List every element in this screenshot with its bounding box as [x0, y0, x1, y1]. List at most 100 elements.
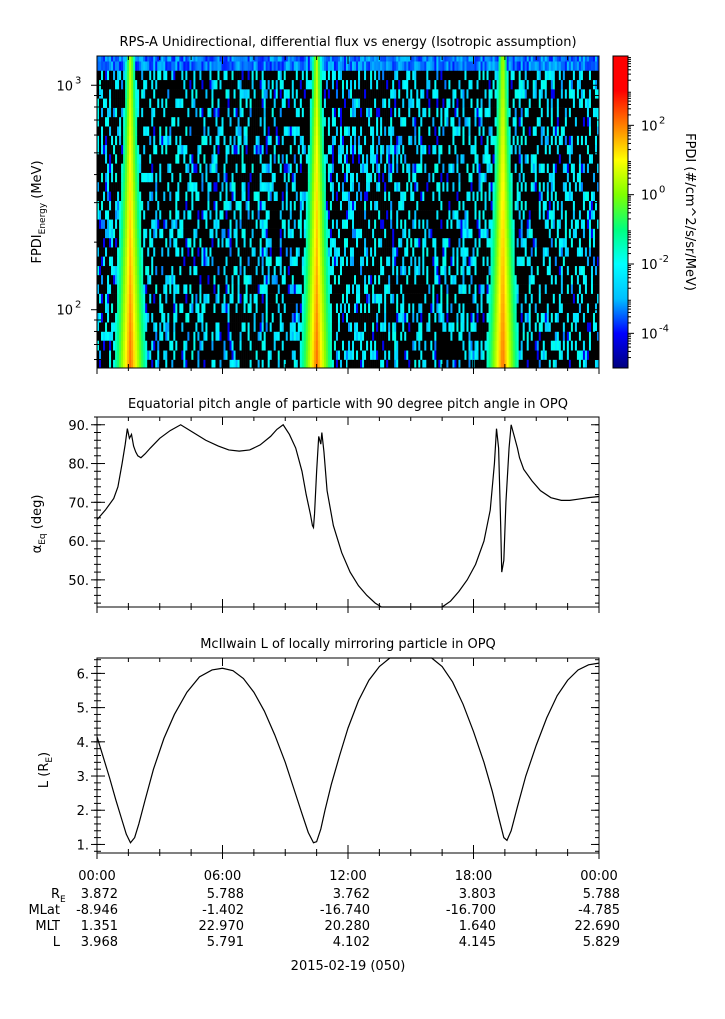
- spectrogram-cell: [297, 274, 301, 285]
- spectrogram-cell: [482, 210, 485, 220]
- spectrogram-cell: [205, 303, 208, 313]
- spectrogram-cell: [269, 284, 272, 294]
- spectrogram-cell: [526, 293, 530, 304]
- spectrogram-cell: [542, 322, 546, 332]
- spectrogram-cell: [297, 200, 301, 211]
- spectrogram-cell: [295, 181, 299, 192]
- spectrogram-cell: [506, 303, 509, 313]
- spectrogram-cell: [273, 200, 277, 211]
- spectrogram-cell: [299, 350, 303, 360]
- spectrogram-cell: [516, 200, 519, 211]
- spectrogram-cell: [432, 210, 435, 220]
- spectrogram-cell: [113, 284, 116, 294]
- spectrogram-cell: [167, 237, 170, 248]
- spectrogram-cell: [462, 359, 465, 369]
- spectrogram-cell: [317, 256, 321, 267]
- spectrogram-cell: [596, 200, 600, 211]
- spectrogram-cell: [376, 210, 379, 220]
- spectrogram-cell: [157, 359, 160, 369]
- spectrogram-cell: [586, 274, 590, 285]
- spectrogram-cell: [135, 293, 138, 304]
- spectrogram-cell: [458, 247, 461, 257]
- spectrogram-cell: [113, 181, 116, 192]
- spectrogram-cell: [219, 303, 222, 313]
- spectrogram-cell: [119, 303, 122, 313]
- spectrogram-cell: [185, 312, 188, 323]
- spectrogram-cell: [584, 256, 588, 267]
- spectrogram-cell: [510, 219, 513, 229]
- spectrogram-cell: [584, 293, 588, 304]
- spectrogram-cell: [540, 237, 544, 248]
- spectrogram-cell: [594, 274, 598, 285]
- spectrogram-cell: [221, 256, 224, 267]
- spectrogram-cell: [285, 265, 289, 276]
- spectrogram-cell: [135, 228, 138, 239]
- spectrogram-cell: [331, 350, 335, 360]
- spectrogram-cell: [163, 350, 166, 360]
- spectrogram-cell: [492, 303, 495, 313]
- spectrogram-cell: [129, 293, 132, 304]
- spectrogram-cell: [123, 312, 126, 323]
- spectrogram-cell: [358, 350, 361, 360]
- spectrogram-cell: [482, 340, 485, 351]
- spectrogram-cell: [492, 219, 495, 229]
- spectrogram-cell: [566, 247, 570, 257]
- spectrogram-cell: [368, 303, 371, 313]
- spectrogram-cell: [402, 256, 405, 267]
- spectrogram-cell: [470, 191, 473, 201]
- spectrogram-cell: [257, 210, 260, 220]
- spectrogram-cell: [179, 340, 182, 351]
- spectrogram-cell: [516, 331, 519, 341]
- spectrogram-cell: [512, 293, 515, 304]
- spectrogram-cell: [269, 228, 272, 239]
- spectrogram-cell: [374, 200, 377, 211]
- spectrogram-cell: [588, 181, 592, 192]
- spectrogram-cell: [285, 237, 289, 248]
- spectrogram-cell: [594, 228, 598, 239]
- spectrogram-cell: [578, 200, 582, 211]
- spectrogram-cell: [390, 181, 393, 192]
- spectrogram-cell: [333, 274, 337, 285]
- spectrogram-cell: [317, 350, 321, 360]
- spectrogram-cell: [422, 340, 425, 351]
- spectrogram-cell: [301, 274, 305, 285]
- spectrogram-cell: [269, 274, 272, 285]
- spectrogram-cell: [556, 237, 560, 248]
- spectrogram-cell: [420, 247, 423, 257]
- spectrogram-cell: [191, 256, 194, 267]
- spectrogram-cell: [458, 359, 461, 369]
- spectrogram-cell: [253, 274, 256, 285]
- spectrogram-cell: [137, 284, 140, 294]
- spectrogram-cell: [247, 359, 250, 369]
- spectrogram-cell: [378, 284, 381, 294]
- spectrogram-cell: [165, 191, 168, 201]
- spectrogram-cell: [313, 191, 317, 201]
- spectrogram-cell: [99, 191, 102, 201]
- spectrogram-cell: [414, 340, 417, 351]
- spectrogram-cell: [249, 256, 252, 267]
- spectrogram-cell: [434, 322, 437, 332]
- spectrogram-cell: [426, 247, 429, 257]
- spectrogram-cell: [167, 293, 170, 304]
- spectrogram-cell: [243, 219, 246, 229]
- spectrogram-cell: [299, 322, 303, 332]
- spectrogram-cell: [271, 191, 275, 201]
- spectrogram-cell: [343, 210, 347, 220]
- spectrogram-cell: [263, 322, 266, 332]
- spectrogram-cell: [452, 303, 455, 313]
- spectrogram-cell: [303, 237, 307, 248]
- spectrogram-cell: [291, 191, 295, 201]
- spectrogram-cell: [259, 274, 262, 285]
- spectrogram-cell: [368, 265, 371, 276]
- spectrogram-cell: [556, 359, 560, 369]
- spectrogram-cell: [454, 359, 457, 369]
- spectrogram-cell: [265, 191, 268, 201]
- spectrogram-cell: [456, 191, 459, 201]
- spectrogram-cell: [259, 256, 262, 267]
- spectrogram-cell: [386, 247, 389, 257]
- spectrogram-cell: [153, 312, 156, 323]
- spectrogram-cell: [366, 247, 369, 257]
- spectrogram-cell: [135, 265, 138, 276]
- spectrogram-cell: [464, 210, 467, 220]
- spectrogram-cell: [548, 350, 552, 360]
